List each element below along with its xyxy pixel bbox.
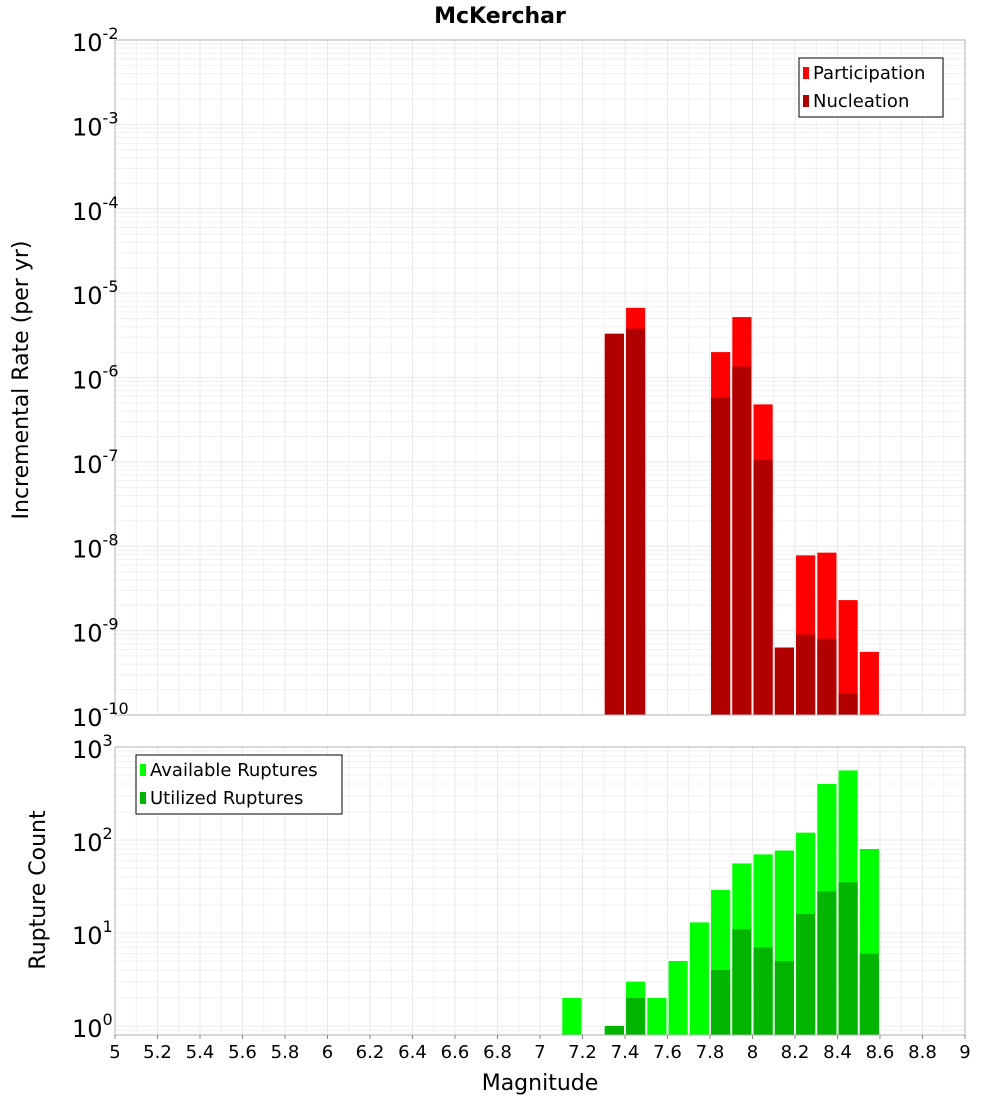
rate-b-bar [774,647,794,715]
x-tick-label: 5.4 [186,1042,215,1063]
rate-b-bar [817,638,837,715]
x-axis-label: Magnitude [482,1071,599,1096]
x-tick-label: 5.2 [143,1042,172,1063]
y-tick-label: 10-3 [72,108,119,141]
top-panel-bars [604,307,879,715]
x-tick-label: 6.8 [483,1042,512,1063]
y-tick-label: 10-9 [72,615,119,648]
top-panel-grid [114,39,966,716]
y-tick-exponent: -10 [103,699,129,718]
available-legend-label: Available Ruptures [150,760,318,781]
x-tick-label: 8.2 [781,1042,810,1063]
x-axis-ticks: 5 5.2 5.4 5.6 5.8 6 6.2 6.4 6.6 6.8 7 7.2 7.4 7.6 7.8 8… [109,1035,971,1063]
count-a-bar [562,997,582,1035]
x-tick-label: 8.6 [866,1042,895,1063]
count-b-bar [711,969,731,1035]
rate-b-bar [732,366,752,715]
x-tick-label: 5 [109,1042,120,1063]
y-tick-label: 10-10 [72,699,129,732]
count-b-bar [859,953,879,1035]
rate-b-bar [604,333,624,715]
x-tick-label: 8.8 [908,1042,937,1063]
y-tick-exponent: -9 [103,615,119,634]
rate-a-bar [859,651,879,715]
rate-b-bar [626,328,646,715]
y-tick-exponent: -6 [103,362,119,381]
y-tick-exponent: -5 [103,277,119,296]
participation-swatch [803,67,809,79]
bottom-y-axis-label: Rupture Count [26,810,51,970]
count-b-bar [796,914,816,1035]
count-b-bar [753,947,773,1035]
participation-legend-label: Participation [813,63,925,84]
y-tick-exponent: -3 [103,108,119,127]
y-tick-label: 10-8 [72,530,119,563]
x-tick-label: 7.2 [568,1042,597,1063]
x-tick-label: 7.6 [653,1042,682,1063]
count-b-bar [838,882,858,1035]
x-tick-label: 5.6 [228,1042,257,1063]
bottom-legend-box [135,754,343,815]
rate-b-bar [711,397,731,715]
rate-b-bar [753,460,773,715]
x-tick-label: 9 [959,1042,970,1063]
y-tick-label: 103 [72,731,113,764]
y-tick-exponent: 1 [103,917,113,936]
y-tick-label: 10-5 [72,277,119,310]
utilized-swatch [140,792,146,804]
y-tick-label: 102 [72,824,113,857]
y-tick-label: 10-7 [72,446,119,479]
y-tick-exponent: -8 [103,530,119,549]
y-tick-label: 10-6 [72,362,119,395]
count-b-bar [604,1025,624,1035]
nucleation-swatch [803,95,809,107]
top-legend: Participation Nucleation [798,57,944,118]
rate-b-bar [838,693,858,715]
x-tick-label: 6.2 [356,1042,385,1063]
count-a-bar [647,997,667,1035]
rate-b-bar [796,634,816,715]
count-a-bar [689,922,709,1035]
y-tick-label: 100 [72,1010,113,1043]
count-b-bar [774,960,794,1035]
nucleation-legend-label: Nucleation [813,91,909,112]
count-a-bar [668,960,688,1035]
x-tick-label: 6 [322,1042,333,1063]
x-tick-label: 8.4 [823,1042,852,1063]
count-b-bar [817,891,837,1035]
y-tick-exponent: 3 [103,731,113,750]
y-tick-exponent: -7 [103,446,119,465]
x-tick-label: 7.8 [696,1042,725,1063]
x-tick-label: 7 [534,1042,545,1063]
bottom-panel-bars [562,770,879,1035]
y-tick-exponent: -4 [103,193,119,212]
x-tick-label: 8 [747,1042,758,1063]
top-y-axis-label: Incremental Rate (per yr) [9,241,34,520]
utilized-legend-label: Utilized Ruptures [150,788,303,809]
x-tick-label: 7.4 [611,1042,640,1063]
y-tick-exponent: 2 [103,824,113,843]
y-tick-exponent: -2 [103,24,119,43]
top-legend-box [798,57,944,118]
y-tick-label: 101 [72,917,113,950]
x-tick-label: 6.4 [398,1042,427,1063]
top-panel-frame [114,39,966,716]
count-b-bar [732,929,752,1035]
y-tick-label: 10-2 [72,24,119,57]
x-tick-label: 5.8 [271,1042,300,1063]
y-tick-label: 10-4 [72,193,119,226]
count-b-bar [626,997,646,1035]
available-swatch [140,764,146,776]
rate-a-bar [838,600,858,715]
bottom-legend: Available Ruptures Utilized Ruptures [135,754,343,815]
chart-title: McKerchar [434,4,566,29]
x-tick-label: 6.6 [441,1042,470,1063]
y-tick-exponent: 0 [103,1010,113,1029]
